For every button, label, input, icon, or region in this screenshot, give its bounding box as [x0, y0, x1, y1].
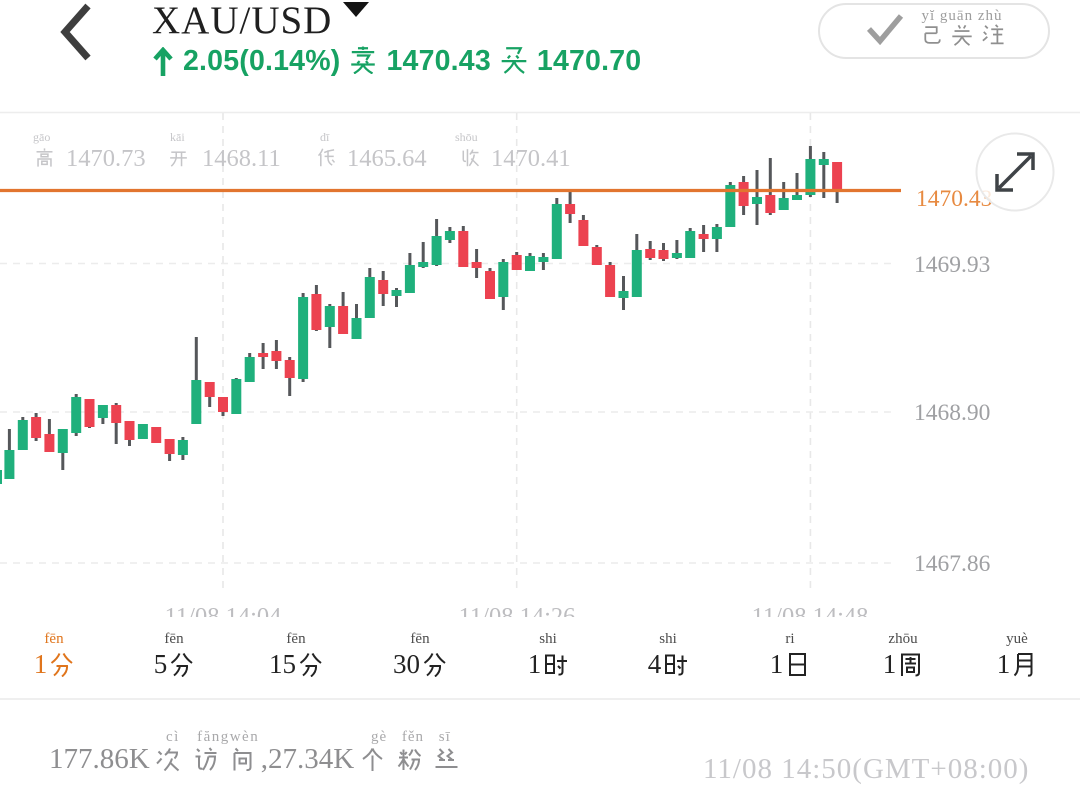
- svg-text:1465.64: 1465.64: [347, 145, 427, 172]
- svg-text:1468.90: 1468.90: [914, 400, 990, 426]
- svg-text:1470.73: 1470.73: [66, 145, 146, 172]
- svg-text:1470.43: 1470.43: [916, 186, 992, 212]
- svg-text:kāi: kāi: [170, 130, 185, 144]
- svg-text:1467.86: 1467.86: [914, 551, 991, 577]
- svg-text:shōu: shōu: [455, 130, 478, 144]
- svg-text:1470.41: 1470.41: [491, 145, 571, 172]
- svg-text:dī: dī: [320, 130, 330, 144]
- svg-text:gāo: gāo: [33, 130, 50, 144]
- svg-text:1469.93: 1469.93: [914, 252, 990, 278]
- svg-text:1468.11: 1468.11: [202, 145, 281, 172]
